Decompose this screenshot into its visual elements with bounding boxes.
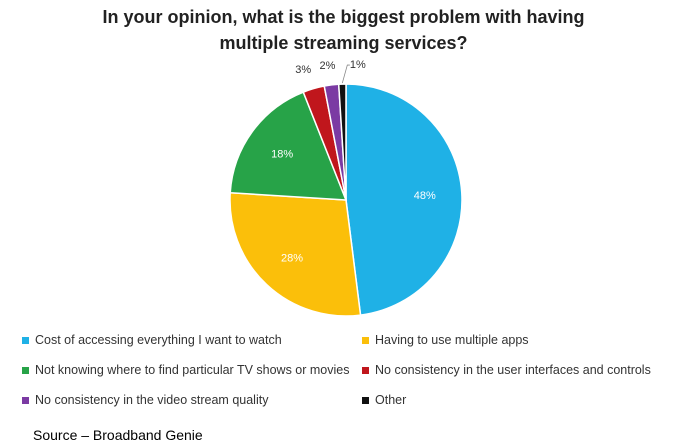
legend-label-other: Other: [375, 393, 407, 407]
data-label-multiple-apps: 28%: [281, 253, 303, 265]
legend-label-cost: Cost of accessing everything I want to w…: [35, 333, 282, 347]
pie-slice-multiple-apps: [229, 191, 362, 317]
legend-swatch-multiple-apps: [362, 336, 369, 344]
legend-swatch-stream-quality: [22, 396, 29, 404]
legend-item-other: Other: [362, 393, 406, 407]
chart-title-line-2: multiple streaming services?: [219, 33, 468, 53]
pie-slice-finding-shows: [229, 91, 348, 201]
legend-item-stream-quality: No consistency in the video stream quali…: [22, 393, 268, 407]
legend-swatch-finding-shows: [22, 366, 29, 374]
legend-item-ui-consistency: No consistency in the user interfaces an…: [362, 363, 651, 377]
legend-label-finding-shows: Not knowing where to find particular TV …: [35, 363, 350, 377]
legend-swatch-ui-consistency: [362, 366, 369, 374]
data-label-stream-quality: 2%: [320, 60, 336, 72]
data-label-other: 1%: [350, 59, 366, 71]
data-label-finding-shows: 18%: [271, 149, 293, 161]
legend-label-multiple-apps: Having to use multiple apps: [375, 333, 529, 347]
pie-slice-cost: [345, 83, 463, 316]
source-note: Source – Broadband Genie: [33, 427, 203, 443]
legend-swatch-cost: [22, 336, 29, 344]
legend-item-cost: Cost of accessing everything I want to w…: [22, 333, 282, 347]
chart-title: In your opinion, what is the biggest pro…: [0, 4, 687, 56]
legend-label-stream-quality: No consistency in the video stream quali…: [35, 393, 269, 407]
chart-title-line-1: In your opinion, what is the biggest pro…: [102, 7, 585, 27]
leader-line-other: [341, 64, 350, 84]
data-label-ui-consistency: 3%: [295, 64, 311, 76]
legend-item-finding-shows: Not knowing where to find particular TV …: [22, 363, 350, 377]
data-label-cost: 48%: [414, 190, 436, 202]
legend-label-ui-consistency: No consistency in the user interfaces an…: [375, 363, 651, 377]
pie-slice-other: [337, 83, 347, 201]
legend-swatch-other: [362, 396, 369, 404]
legend-item-multiple-apps: Having to use multiple apps: [362, 333, 529, 347]
